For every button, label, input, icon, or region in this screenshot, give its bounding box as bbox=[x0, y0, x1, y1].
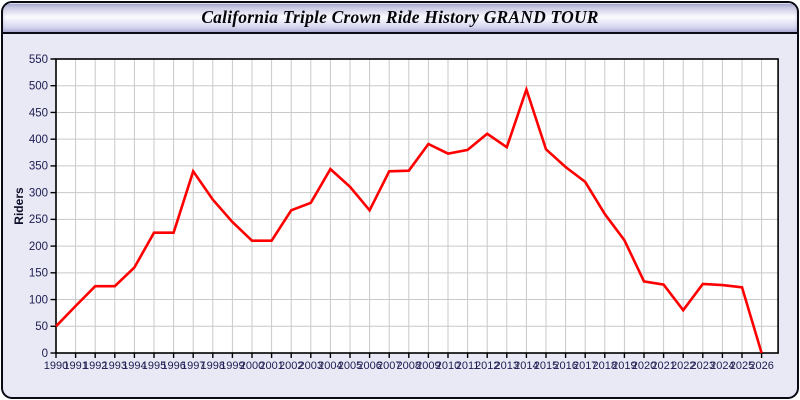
x-tick-label: 1991 bbox=[63, 360, 87, 372]
x-tick-label: 2006 bbox=[357, 360, 381, 372]
x-tick-label: 1993 bbox=[103, 360, 127, 372]
chart-title: California Triple Crown Ride History GRA… bbox=[201, 7, 599, 27]
x-tick-label: 2005 bbox=[338, 360, 362, 372]
y-tick-label: 50 bbox=[35, 321, 48, 333]
x-tick-label: 2019 bbox=[612, 360, 636, 372]
x-tick-label: 2020 bbox=[632, 360, 656, 372]
x-tick-label: 2000 bbox=[240, 360, 264, 372]
x-tick-label: 1995 bbox=[142, 360, 166, 372]
x-tick-label: 1994 bbox=[122, 360, 146, 372]
x-tick-label: 1996 bbox=[161, 360, 185, 372]
x-tick-label: 2003 bbox=[299, 360, 323, 372]
y-tick-label: 500 bbox=[29, 81, 48, 93]
x-tick-label: 1990 bbox=[44, 360, 68, 372]
y-tick-label: 450 bbox=[29, 107, 48, 119]
y-axis-title: Riders bbox=[12, 187, 26, 225]
x-tick-label: 2001 bbox=[259, 360, 283, 372]
x-tick-label: 1999 bbox=[220, 360, 244, 372]
plot-border bbox=[55, 58, 779, 354]
x-tick-label: 1992 bbox=[83, 360, 107, 372]
x-tick-label: 2026 bbox=[749, 360, 773, 372]
x-tick-label: 2022 bbox=[671, 360, 695, 372]
x-tick-label: 2011 bbox=[456, 360, 480, 372]
chart-body: 0 50 100 150 200 250 300 350 400 450 500 550 1990 199… bbox=[3, 34, 797, 397]
x-tick-label: 2002 bbox=[279, 360, 303, 372]
title-bar: California Triple Crown Ride History GRA… bbox=[3, 3, 797, 34]
x-tick-label: 1997 bbox=[181, 360, 205, 372]
x-tick-label: 2023 bbox=[691, 360, 715, 372]
x-tick-label: 2013 bbox=[495, 360, 519, 372]
y-tick-label: 0 bbox=[42, 348, 48, 360]
x-tick-label: 2008 bbox=[397, 360, 421, 372]
x-tick-label: 2015 bbox=[534, 360, 558, 372]
x-tick-label: 2004 bbox=[318, 360, 342, 372]
y-tick-label: 200 bbox=[29, 241, 48, 253]
y-tick-label: 350 bbox=[29, 161, 48, 173]
y-tick-label: 150 bbox=[29, 268, 48, 280]
x-tick-label: 2024 bbox=[710, 360, 734, 372]
y-tick-label: 250 bbox=[29, 214, 48, 226]
plot-area bbox=[56, 59, 779, 353]
y-tick-label: 300 bbox=[29, 187, 48, 199]
x-tick-label: 2010 bbox=[436, 360, 460, 372]
x-tick-label: 2014 bbox=[514, 360, 538, 372]
x-tick-label: 2021 bbox=[651, 360, 675, 372]
x-tick-label: 2016 bbox=[553, 360, 577, 372]
x-tick-label: 2018 bbox=[593, 360, 617, 372]
riders-data-line bbox=[55, 85, 763, 354]
x-tick-label: 2017 bbox=[573, 360, 597, 372]
y-tick-label: 550 bbox=[29, 54, 48, 66]
y-tick-label: 400 bbox=[29, 134, 48, 146]
y-tick-label: 100 bbox=[29, 294, 48, 306]
x-tick-label: 2025 bbox=[730, 360, 754, 372]
x-tick-label: 2007 bbox=[377, 360, 401, 372]
x-tick-label: 2009 bbox=[416, 360, 440, 372]
x-tick-label: 2012 bbox=[475, 360, 499, 372]
x-tick-label: 1998 bbox=[201, 360, 225, 372]
